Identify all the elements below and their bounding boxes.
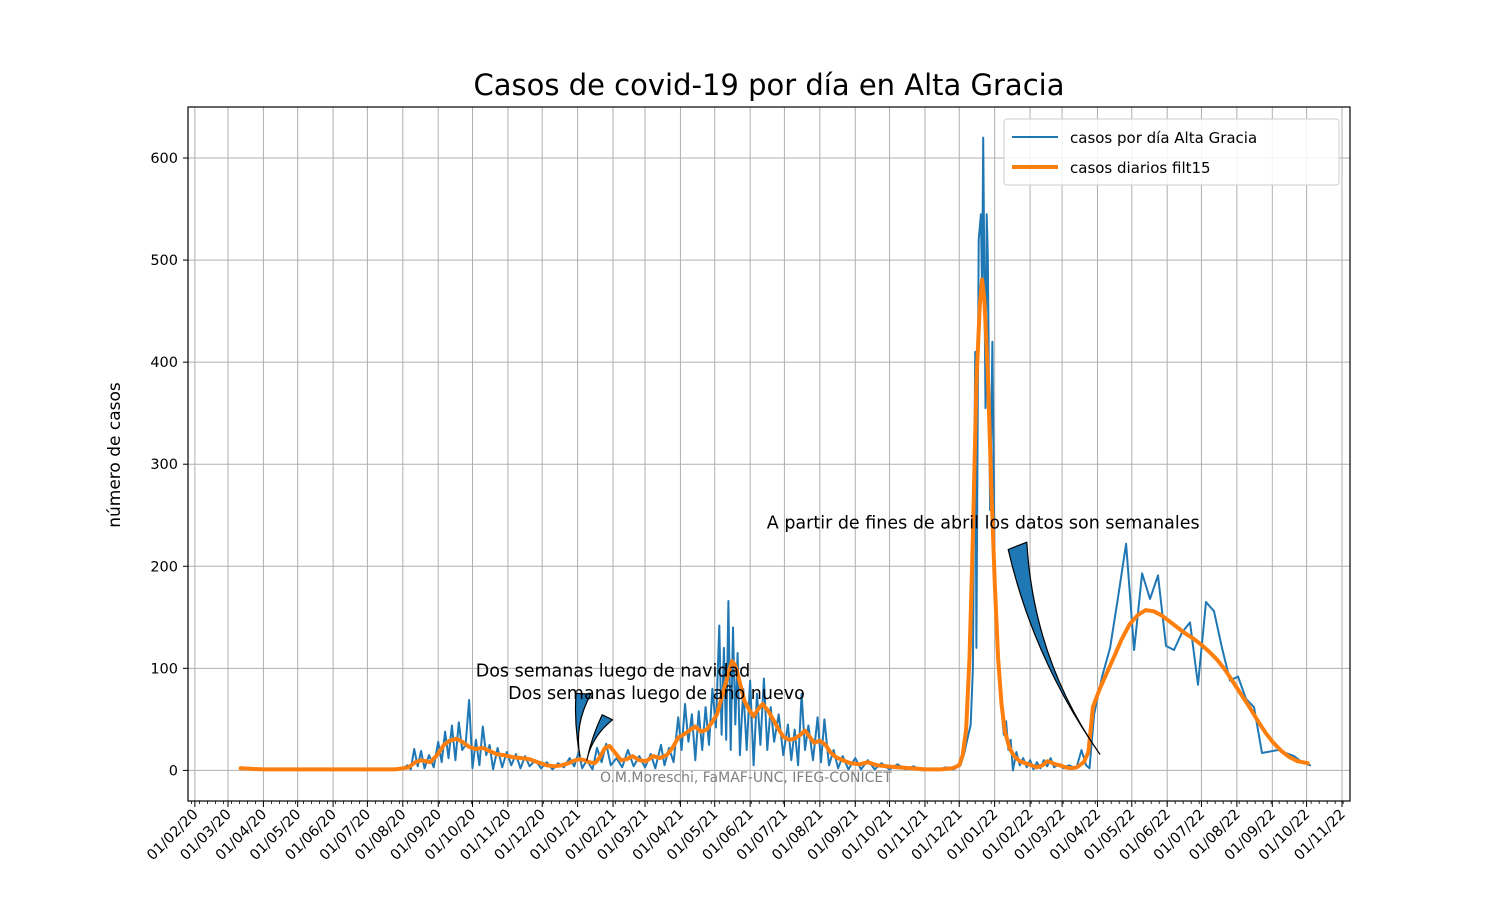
y-tick-label: 0 (169, 763, 178, 779)
y-tick-label: 200 (150, 559, 178, 575)
annotation-arrow (586, 714, 614, 761)
credit-text: O.M.Moreschi, FaMAF-UNC, IFEG-CONICET (600, 770, 892, 786)
y-axis: 0 100 200 300 400 500 600 (150, 151, 188, 779)
annotation-text: Dos semanas luego de navidad (476, 662, 751, 682)
y-axis-label: número de casos (105, 382, 125, 528)
series-line-filtered-cases (238, 277, 1310, 772)
grid (188, 107, 1350, 801)
annotation-text: Dos semanas luego de año nuevo (508, 684, 805, 704)
y-tick-label: 100 (150, 661, 178, 677)
series-layer (238, 136, 1311, 772)
legend-label-daily: casos por día Alta Gracia (1070, 129, 1257, 147)
y-tick-label: 600 (150, 151, 178, 167)
legend-label-filtered: casos diarios filt15 (1070, 159, 1211, 177)
annotation-arrow (574, 692, 592, 757)
y-tick-label: 400 (150, 355, 178, 371)
annotation-text: A partir de fines de abril los datos son… (767, 514, 1200, 534)
plot-frame (187, 106, 1351, 802)
chart-title: Casos de covid-19 por día en Alta Gracia (474, 68, 1065, 102)
legend-box (1003, 118, 1340, 186)
legend: casos por día Alta Gracia casos diarios … (1003, 118, 1340, 186)
y-tick-label: 500 (150, 253, 178, 269)
y-tick-label: 300 (150, 457, 178, 473)
annotation-arrow (1007, 541, 1101, 755)
